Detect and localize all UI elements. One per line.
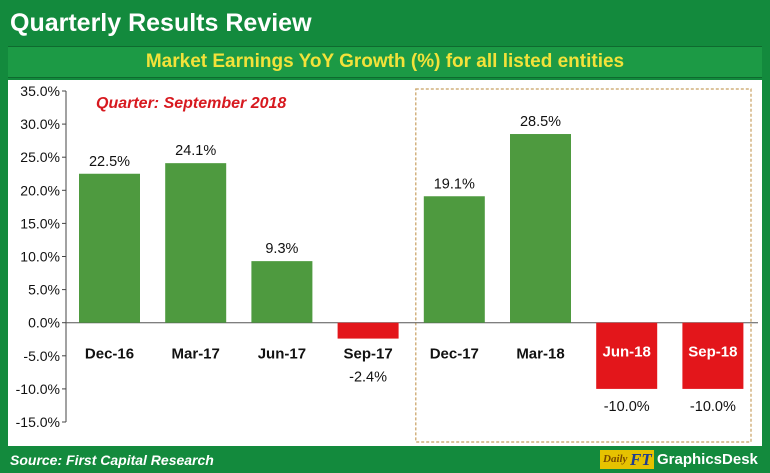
y-tick-label: 25.0% <box>20 149 60 165</box>
data-label: 22.5% <box>89 154 130 170</box>
y-tick-label: -15.0% <box>16 414 60 430</box>
bar-dec-17 <box>423 196 485 323</box>
brand-logo: Daily FT <box>600 450 654 469</box>
y-tick-label: -5.0% <box>23 348 60 364</box>
data-label: 9.3% <box>265 241 298 257</box>
bar-sep-18 <box>682 322 744 389</box>
data-label: 28.5% <box>520 114 561 130</box>
y-tick-label: 15.0% <box>20 215 60 231</box>
brand-logo-ft: FT <box>630 450 652 469</box>
brand-logo-daily: Daily <box>603 453 628 465</box>
highlight-box <box>415 88 752 443</box>
y-tick-label: 10.0% <box>20 249 60 265</box>
bar-jun-18 <box>596 322 658 389</box>
x-category-label: Sep-17 <box>343 346 392 363</box>
y-tick-label: 20.0% <box>20 182 60 198</box>
chart-title-bar: Market Earnings YoY Growth (%) for all l… <box>8 46 762 78</box>
bar-sep-17 <box>337 322 399 339</box>
brand-name: GraphicsDesk <box>657 451 758 468</box>
bar-jun-17 <box>251 261 313 323</box>
plot-panel: 35.0% 30.0% 25.0% 20.0% 15.0% 10.0% 5.0% 0.0% -5… <box>8 80 762 446</box>
x-category-label: Sep-18 <box>688 344 737 361</box>
x-category-label: Dec-16 <box>85 346 134 363</box>
bar-mar-17 <box>165 163 227 323</box>
y-tick-label: 30.0% <box>20 116 60 132</box>
data-label: -10.0% <box>690 399 736 415</box>
data-label: -10.0% <box>604 399 650 415</box>
bar-dec-16 <box>79 173 140 323</box>
x-category-label: Jun-18 <box>603 344 651 361</box>
y-tick-label: -10.0% <box>16 381 60 397</box>
y-tick-label: 35.0% <box>20 83 60 99</box>
x-category-label: Mar-17 <box>172 346 220 363</box>
x-category-label: Mar-18 <box>516 346 564 363</box>
chart-title: Market Earnings YoY Growth (%) for all l… <box>145 51 625 72</box>
y-tick-label: 0.0% <box>28 315 60 331</box>
data-label: -2.4% <box>349 370 387 386</box>
y-tick-label: 5.0% <box>28 282 60 298</box>
page-title: Quarterly Results Review <box>10 9 312 37</box>
bar-mar-18 <box>510 134 571 323</box>
x-category-label: Dec-17 <box>430 346 479 363</box>
title-bar: Quarterly Results Review <box>10 6 312 40</box>
bar-chart: 35.0% 30.0% 25.0% 20.0% 15.0% 10.0% 5.0% 0.0% -5… <box>16 83 758 443</box>
quarter-annotation: Quarter: September 2018 <box>96 95 286 112</box>
x-category-label: Jun-17 <box>258 346 306 363</box>
source-note: Source: First Capital Research <box>10 452 214 468</box>
data-label: 24.1% <box>175 143 216 159</box>
data-label: 19.1% <box>434 176 475 192</box>
